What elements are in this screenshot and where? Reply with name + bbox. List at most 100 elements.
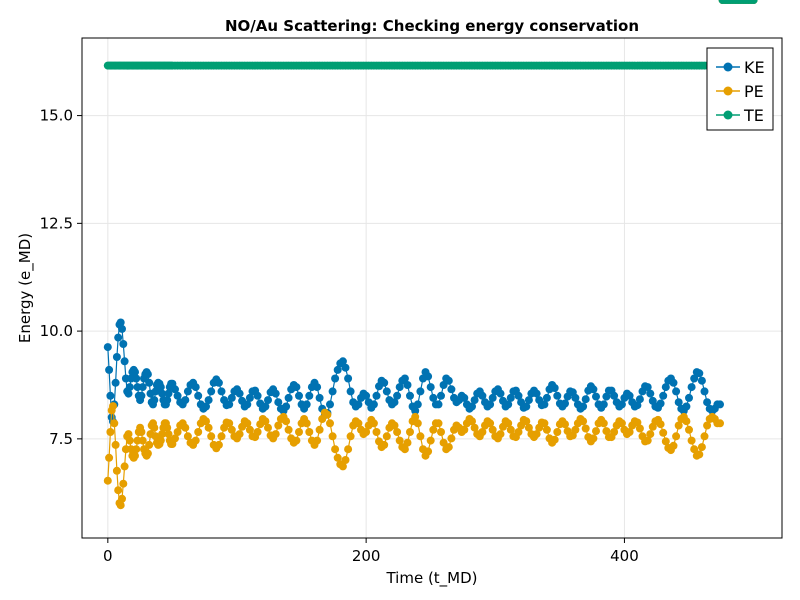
ke-point	[602, 392, 611, 401]
ke-point	[158, 389, 167, 398]
ke-point	[656, 399, 665, 408]
pe-point	[125, 436, 134, 445]
ke-point	[617, 400, 626, 409]
chart-title: NO/Au Scattering: Checking energy conser…	[225, 17, 639, 35]
pe-point	[478, 428, 487, 436]
ke-point	[661, 383, 670, 392]
ke-point	[326, 400, 334, 409]
pe-point	[217, 432, 226, 441]
ke-point	[406, 391, 414, 400]
pe-point	[173, 428, 182, 436]
pe-point	[599, 419, 608, 428]
ke-point	[103, 343, 112, 352]
ke-point	[646, 389, 655, 398]
pe-point	[496, 430, 505, 439]
ke-point	[514, 391, 523, 400]
ke-point	[369, 400, 378, 409]
ke-point	[346, 387, 355, 396]
ke-point	[685, 393, 693, 402]
pe-point	[183, 432, 192, 441]
ke-point	[380, 378, 389, 387]
pe-point	[261, 417, 270, 426]
pe-point	[282, 417, 291, 426]
pe-point	[447, 434, 456, 443]
ke-point	[695, 369, 704, 378]
pe-point	[271, 430, 280, 439]
pe-point	[656, 420, 665, 429]
ke-point	[171, 385, 179, 394]
pe-point	[227, 425, 236, 434]
ke-point	[561, 399, 569, 408]
pe-point	[264, 423, 272, 432]
pe-point	[120, 462, 129, 471]
pe-point	[700, 432, 709, 441]
ke-point	[227, 393, 236, 402]
pe-point	[602, 427, 611, 436]
pe-point	[617, 419, 626, 428]
pe-point	[468, 417, 476, 426]
ke-point	[589, 385, 598, 394]
y-axis: 7.5 10.0 12.5 15.0	[40, 107, 82, 448]
ke-point	[271, 389, 280, 398]
ke-point	[400, 374, 409, 383]
pe-point	[171, 434, 179, 443]
pe-point	[542, 425, 551, 434]
ke-point	[331, 374, 340, 383]
ke-point	[437, 391, 445, 400]
ke-point	[111, 378, 120, 387]
ke-point	[138, 383, 147, 392]
pe-point	[331, 445, 340, 454]
ke-point	[207, 387, 216, 396]
ke-point	[592, 392, 600, 401]
pe-point	[132, 445, 141, 454]
ke-point	[504, 400, 513, 409]
pe-point	[284, 425, 293, 434]
pe-point	[690, 445, 699, 454]
pe-point	[437, 428, 445, 436]
ke-point	[669, 378, 678, 387]
pe-point	[110, 419, 119, 428]
pe-point	[488, 425, 497, 434]
ke-point	[253, 391, 262, 400]
ke-point	[305, 391, 314, 400]
pe-point	[295, 428, 303, 436]
pe-point	[444, 443, 453, 452]
ke-point	[470, 396, 479, 405]
pe-point	[112, 466, 121, 475]
pe-point	[610, 428, 619, 436]
ke-point	[579, 402, 588, 411]
ke-point	[697, 376, 706, 385]
ke-point	[302, 400, 311, 409]
pe-point	[341, 456, 350, 464]
pe-point	[156, 436, 165, 445]
pe-point	[202, 417, 210, 426]
ke-point	[274, 398, 283, 407]
pe-point	[372, 428, 381, 436]
pe-point	[158, 430, 167, 439]
pe-point	[111, 440, 120, 449]
pe-point	[403, 438, 412, 447]
pe-point	[207, 432, 216, 441]
pe-point	[338, 462, 347, 471]
ke-point	[581, 395, 590, 404]
ke-point	[700, 387, 709, 396]
pe-point	[326, 419, 334, 428]
pe-point	[674, 421, 683, 430]
grid-lines	[82, 38, 782, 538]
pe-point	[245, 425, 254, 434]
pe-point	[382, 432, 391, 441]
pe-point	[635, 424, 644, 433]
pe-point	[703, 421, 712, 430]
pe-point	[109, 402, 117, 411]
legend: KE PE TE	[706, 47, 774, 131]
pe-point	[504, 419, 513, 428]
ke-point	[125, 383, 134, 392]
pe-point	[313, 436, 322, 445]
x-axis: 0 200 400	[103, 538, 639, 565]
ke-point	[687, 383, 696, 392]
legend-ke-label: KE	[744, 58, 765, 77]
ke-point	[295, 391, 303, 400]
ke-point	[486, 400, 495, 409]
pe-point	[225, 419, 234, 428]
